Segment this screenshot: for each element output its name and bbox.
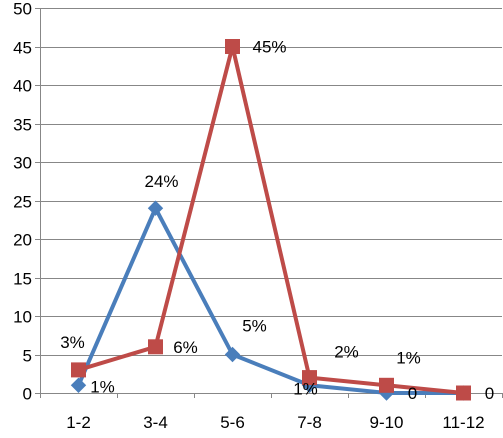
y-tick-label: 50 xyxy=(13,0,32,19)
y-tick-label: 40 xyxy=(13,77,32,96)
series-2-data-label: 3% xyxy=(60,333,85,352)
series-1-data-label: 5% xyxy=(242,317,267,336)
y-tick-label: 35 xyxy=(13,116,32,135)
axis-layer: 0 5 10 15 20 25 30 35 40 45 50 1-2 3-4 5-6 7-8 9-10 11-1… xyxy=(13,0,503,432)
series-1-data-label: 0 xyxy=(408,384,417,403)
series-1-diamond-marker xyxy=(224,346,241,363)
y-tick-label: 20 xyxy=(13,231,32,250)
series-1-line xyxy=(76,206,466,395)
x-tick-label: 1-2 xyxy=(66,413,91,432)
series-1-diamond-marker xyxy=(70,377,87,394)
series-1-diamond-marker xyxy=(147,200,164,216)
x-tick-label: 7-8 xyxy=(297,413,322,432)
y-tick-label: 30 xyxy=(13,154,32,173)
series-2-data-label: 1% xyxy=(396,348,421,367)
series-1-data-label: 1% xyxy=(293,379,318,398)
x-tick-label: 3-4 xyxy=(143,413,168,432)
series-2-square-marker xyxy=(379,377,394,393)
series-2-square-marker xyxy=(456,385,471,401)
series-1-data-label: 1% xyxy=(90,377,115,396)
y-tick-label: 45 xyxy=(13,39,32,58)
x-tick-label: 9-10 xyxy=(369,413,403,432)
series-2-square-marker xyxy=(71,362,86,378)
y-tick-label: 5 xyxy=(23,347,32,366)
series-2-square-marker xyxy=(148,339,163,355)
series-2-data-label: 0 xyxy=(485,384,494,403)
y-tick-label: 15 xyxy=(13,270,32,289)
x-tick-label: 11-12 xyxy=(442,413,484,432)
series-2-square-marker xyxy=(225,39,240,54)
data-label-layer: 1% 24% 5% 1% 0 3% 6% 45% 2% 1% 0 xyxy=(60,38,494,404)
x-tick-label: 5-6 xyxy=(220,413,245,432)
y-tick-label: 25 xyxy=(13,193,32,212)
y-tick-label: 10 xyxy=(13,308,32,327)
series-2-data-label: 45% xyxy=(252,38,286,57)
series-2-data-label: 2% xyxy=(334,343,359,362)
grid-layer xyxy=(40,8,502,394)
series-2-data-label: 6% xyxy=(173,338,198,357)
y-tick-label: 0 xyxy=(23,385,32,404)
series-2-square-marker xyxy=(302,370,317,386)
series-1-data-label: 24% xyxy=(144,172,178,191)
series-layer xyxy=(70,39,472,401)
series-2-line xyxy=(76,44,466,395)
